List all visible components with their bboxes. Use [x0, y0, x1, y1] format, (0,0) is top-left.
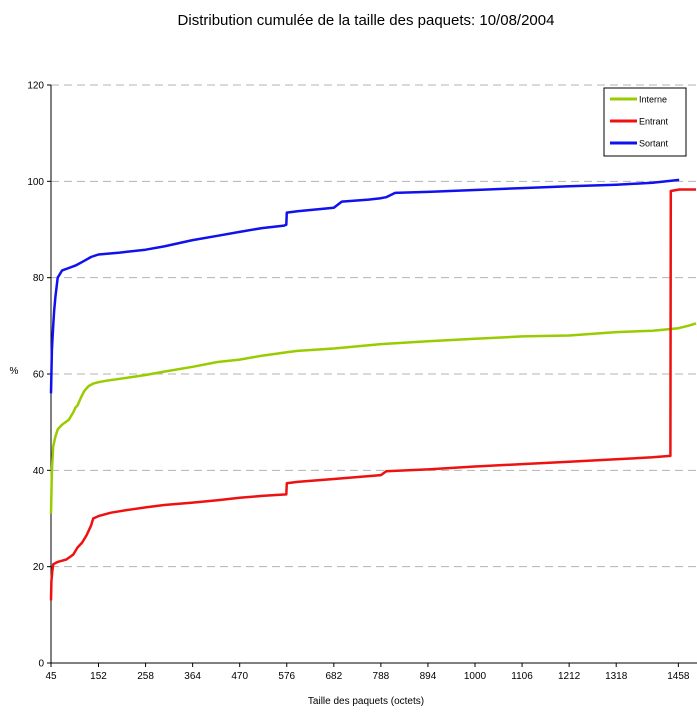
y-tick-label: 40 — [33, 466, 45, 477]
x-tick-label: 894 — [420, 671, 437, 682]
y-tick-label: 60 — [33, 370, 45, 381]
gridlines — [51, 84, 697, 568]
y-tick-label: 0 — [38, 659, 44, 670]
y-tick-label: 80 — [33, 273, 45, 284]
series-line-interne — [49, 322, 697, 514]
x-tick-labels: 45 152 258 364 470 576 682 788 894 1000 1106 1212 13… — [45, 671, 689, 682]
series-line-sortant — [49, 178, 680, 394]
x-tick-label: 470 — [231, 671, 248, 682]
y-tick-label: 100 — [27, 177, 44, 188]
x-tick-label: 364 — [184, 671, 201, 682]
series-lines — [49, 178, 697, 601]
y-tick-label: 20 — [33, 562, 45, 573]
x-tick-label: 1458 — [667, 671, 690, 682]
x-tick-label: 1106 — [511, 671, 533, 682]
x-tick-label: 152 — [90, 671, 107, 682]
x-tick-label: 258 — [137, 671, 154, 682]
x-axis-label: Taille des paquets (octets) — [308, 696, 424, 707]
y-axis-label: % — [10, 366, 19, 377]
x-tick-label: 45 — [45, 671, 57, 682]
chart-title: Distribution cumulée de la taille des pa… — [178, 12, 555, 29]
legend-label-sortant: Sortant — [639, 139, 669, 149]
y-tick-labels: 0 20 40 60 80 100 120 — [27, 81, 44, 670]
legend-label-entrant: Entrant — [639, 117, 669, 127]
x-tick-label: 1318 — [605, 671, 628, 682]
x-tick-label: 1212 — [558, 671, 581, 682]
x-tick-label: 1000 — [464, 671, 487, 682]
legend-label-interne: Interne — [639, 95, 667, 105]
series-line-entrant — [49, 188, 696, 601]
y-tick-label: 120 — [27, 81, 44, 92]
x-tick-label: 576 — [278, 671, 295, 682]
x-tick-label: 682 — [325, 671, 342, 682]
legend: Interne Entrant Sortant — [603, 87, 687, 157]
x-tick-label: 788 — [373, 671, 390, 682]
